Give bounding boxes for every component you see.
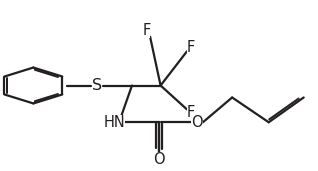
Text: O: O: [153, 152, 165, 167]
Text: F: F: [187, 40, 195, 55]
Text: F: F: [187, 105, 195, 120]
Text: O: O: [191, 115, 203, 130]
Text: S: S: [92, 78, 102, 93]
Text: HN: HN: [104, 115, 125, 130]
Text: F: F: [142, 23, 150, 38]
